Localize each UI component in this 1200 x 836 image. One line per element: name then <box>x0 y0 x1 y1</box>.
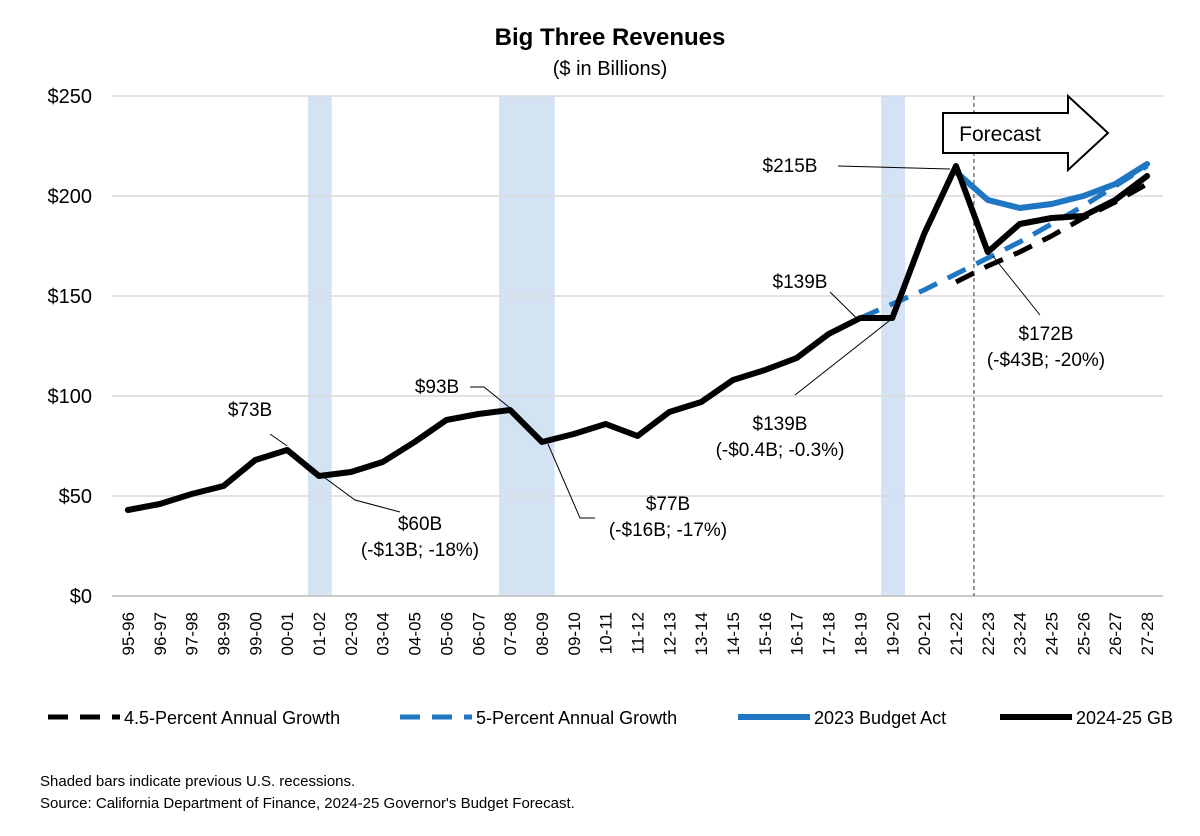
x-tick-label: 22-23 <box>979 612 998 655</box>
x-tick-label: 01-02 <box>310 612 329 655</box>
legend-label: 4.5-Percent Annual Growth <box>124 708 340 728</box>
annotation-leader <box>837 165 951 170</box>
x-tick-label: 25-26 <box>1074 612 1093 655</box>
x-tick-label: 10-11 <box>597 612 616 654</box>
annotation-leader <box>794 319 891 396</box>
x-tick-label: 99-00 <box>246 612 265 655</box>
y-tick-label: $150 <box>48 286 93 308</box>
x-tick-label: 21-22 <box>947 612 966 655</box>
series-lines <box>124 161 1151 513</box>
annotation-label: $139B <box>773 272 828 293</box>
gridlines <box>112 95 1163 597</box>
forecast-marker: Forecast <box>942 93 1110 596</box>
x-tick-label: 09-10 <box>565 612 584 655</box>
x-tick-label: 07-08 <box>501 612 520 655</box>
legend: 4.5-Percent Annual Growth 5-Percent Annua… <box>48 708 1173 728</box>
y-tick-label: $200 <box>48 186 93 208</box>
x-tick-label: 20-21 <box>915 612 934 655</box>
x-tick-label: 05-06 <box>437 612 456 655</box>
forecast-label: Forecast <box>959 123 1041 146</box>
x-tick-label: 23-24 <box>1011 612 1030 655</box>
legend-label: 2023 Budget Act <box>814 708 946 728</box>
footnote: Shaded bars indicate previous U.S. reces… <box>40 773 355 790</box>
chart-subtitle: ($ in Billions) <box>553 58 667 80</box>
recession-bar-0 <box>307 96 332 596</box>
annotation-label: $77B <box>646 494 690 515</box>
legend-label: 2024-25 GB <box>1076 708 1173 728</box>
y-axis-ticks: $0 $50 $100 $150 $200 $250 <box>48 86 93 608</box>
annotation-label: (-$0.4B; -0.3%) <box>716 440 845 461</box>
x-tick-label: 00-01 <box>278 612 297 655</box>
x-tick-label: 02-03 <box>342 612 361 655</box>
annotation-label: $172B <box>1019 324 1074 345</box>
x-tick-label: 14-15 <box>724 612 743 655</box>
annotation-label: (-$43B; -20%) <box>987 350 1105 371</box>
x-tick-label: 15-16 <box>756 612 775 655</box>
x-tick-label: 98-99 <box>214 612 233 655</box>
x-tick-label: 11-12 <box>629 612 648 654</box>
annotation-label: $139B <box>753 414 808 435</box>
annotation-leader <box>547 443 595 519</box>
x-tick-label: 03-04 <box>374 612 393 655</box>
x-tick-label: 26-27 <box>1106 612 1125 655</box>
recession-bar-2 <box>881 96 906 596</box>
annotations: $73B $60B (-$13B; -18%) $93B $77B (-$16B; -17… <box>228 156 1105 561</box>
annotation-leader <box>269 433 288 447</box>
annotation-leader <box>992 255 1041 316</box>
x-tick-label: 12-13 <box>660 612 679 655</box>
series-line-2024-25-gb <box>124 163 1151 513</box>
x-tick-label: 13-14 <box>692 612 711 655</box>
y-tick-label: $0 <box>70 586 92 608</box>
x-axis-ticks: 95-96 96-97 97-98 98-99 99-00 00-01 01-02 02-03… <box>119 612 1157 655</box>
x-tick-label: 17-18 <box>820 612 839 655</box>
x-tick-label: 04-05 <box>406 612 425 655</box>
x-tick-label: 95-96 <box>119 612 138 655</box>
annotation-label: (-$16B; -17%) <box>609 520 727 541</box>
x-tick-label: 27-28 <box>1138 612 1157 655</box>
x-tick-label: 24-25 <box>1043 612 1062 655</box>
x-tick-label: 96-97 <box>151 612 170 655</box>
footnote: Source: California Department of Finance… <box>40 795 575 812</box>
x-tick-label: 06-07 <box>469 612 488 655</box>
annotation-label: $60B <box>398 514 442 535</box>
x-tick-label: 16-17 <box>788 612 807 655</box>
y-tick-label: $50 <box>59 486 92 508</box>
forecast-arrow <box>942 93 1110 173</box>
series-line-5-percent-annual-growth <box>859 163 1149 321</box>
recession-bar-1 <box>498 96 555 596</box>
x-tick-label: 19-20 <box>883 612 902 655</box>
annotation-leader <box>324 477 401 513</box>
y-tick-label: $100 <box>48 386 93 408</box>
annotation-leader <box>470 386 511 409</box>
y-tick-label: $250 <box>48 86 93 108</box>
annotation-label: (-$13B; -18%) <box>361 540 479 561</box>
annotation-label: $93B <box>415 377 459 398</box>
x-tick-label: 18-19 <box>851 612 870 655</box>
series-line-2023-budget-act <box>953 161 1151 211</box>
x-tick-label: 97-98 <box>183 612 202 655</box>
chart-title: Big Three Revenues <box>495 24 726 51</box>
x-tick-label: 08-09 <box>533 612 552 655</box>
annotation-leader <box>829 291 857 319</box>
legend-label: 5-Percent Annual Growth <box>476 708 677 728</box>
footnotes: Shaded bars indicate previous U.S. reces… <box>40 773 575 812</box>
annotation-label: $215B <box>763 156 818 177</box>
annotation-label: $73B <box>228 400 272 421</box>
